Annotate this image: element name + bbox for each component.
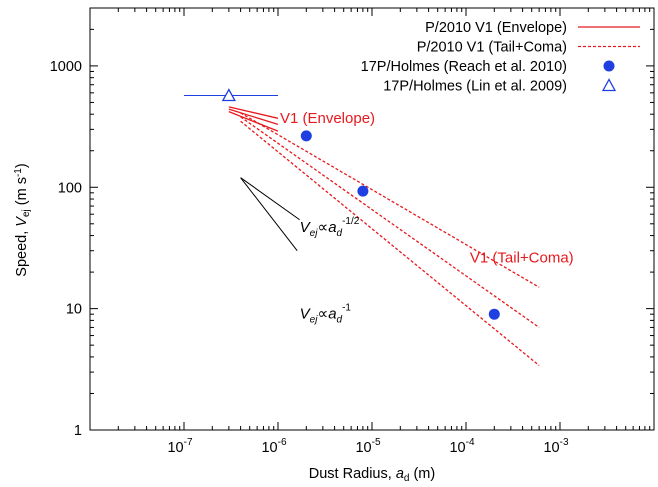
envelope-line <box>228 108 279 125</box>
y-tick-labels: 1 10 100 1000 <box>50 59 82 439</box>
legend-swatch <box>603 60 615 72</box>
y-tick-label: 1000 <box>50 59 82 75</box>
reference-line <box>240 177 300 221</box>
x-tick-label: 10-3 <box>543 437 568 456</box>
y-tick-label: 100 <box>58 180 82 196</box>
axis-ticks <box>89 7 655 431</box>
tail-coma-line <box>240 120 540 367</box>
slope-equation: Vej∝ad-1 <box>300 302 352 325</box>
legend-label: 17P/Holmes (Reach et al. 2010) <box>361 59 567 75</box>
x-tick-label: 10-7 <box>167 437 192 456</box>
series-annotation: V1 (Tail+Coma) <box>470 249 574 266</box>
tail-coma-line <box>240 116 540 328</box>
tail-coma-line <box>240 112 540 288</box>
lin-data-point <box>221 88 236 102</box>
reach-data-point <box>357 185 369 197</box>
envelope-line <box>228 111 279 132</box>
envelope-line <box>228 106 279 119</box>
x-tick-labels: 10-7 10-6 10-5 10-4 10-3 <box>167 437 568 456</box>
data-markers <box>184 88 500 320</box>
x-tick-label: 10-6 <box>261 437 286 456</box>
x-tick-label: 10-4 <box>449 437 474 456</box>
legend-label: 17P/Holmes (Lin et al. 2009) <box>383 79 567 95</box>
series-lines <box>228 106 540 367</box>
series-annotation: V1 (Envelope) <box>280 110 375 127</box>
y-tick-label: 1 <box>74 423 82 439</box>
slope-equation: Vej∝ad-1/2 <box>300 216 360 239</box>
annotations: V1 (Envelope) V1 (Tail+Coma) Vej∝ad-1/2 Vej… <box>280 110 574 326</box>
x-tick-label: 10-5 <box>355 437 380 456</box>
legend-label: P/2010 V1 (Envelope) <box>425 20 567 36</box>
legend-label: P/2010 V1 (Tail+Coma) <box>417 40 567 56</box>
y-axis-label: Speed, Vej (m s-1) <box>13 163 32 276</box>
x-axis-label: Dust Radius, ad (m) <box>309 466 435 484</box>
legend: P/2010 V1 (Envelope) P/2010 V1 (Tail+Coma… <box>361 20 640 95</box>
reach-data-point <box>488 308 500 320</box>
reference-lines <box>240 177 300 252</box>
legend-swatch <box>601 78 617 92</box>
y-tick-label: 10 <box>66 302 82 318</box>
reach-data-point <box>300 130 312 142</box>
reference-line <box>240 177 298 252</box>
